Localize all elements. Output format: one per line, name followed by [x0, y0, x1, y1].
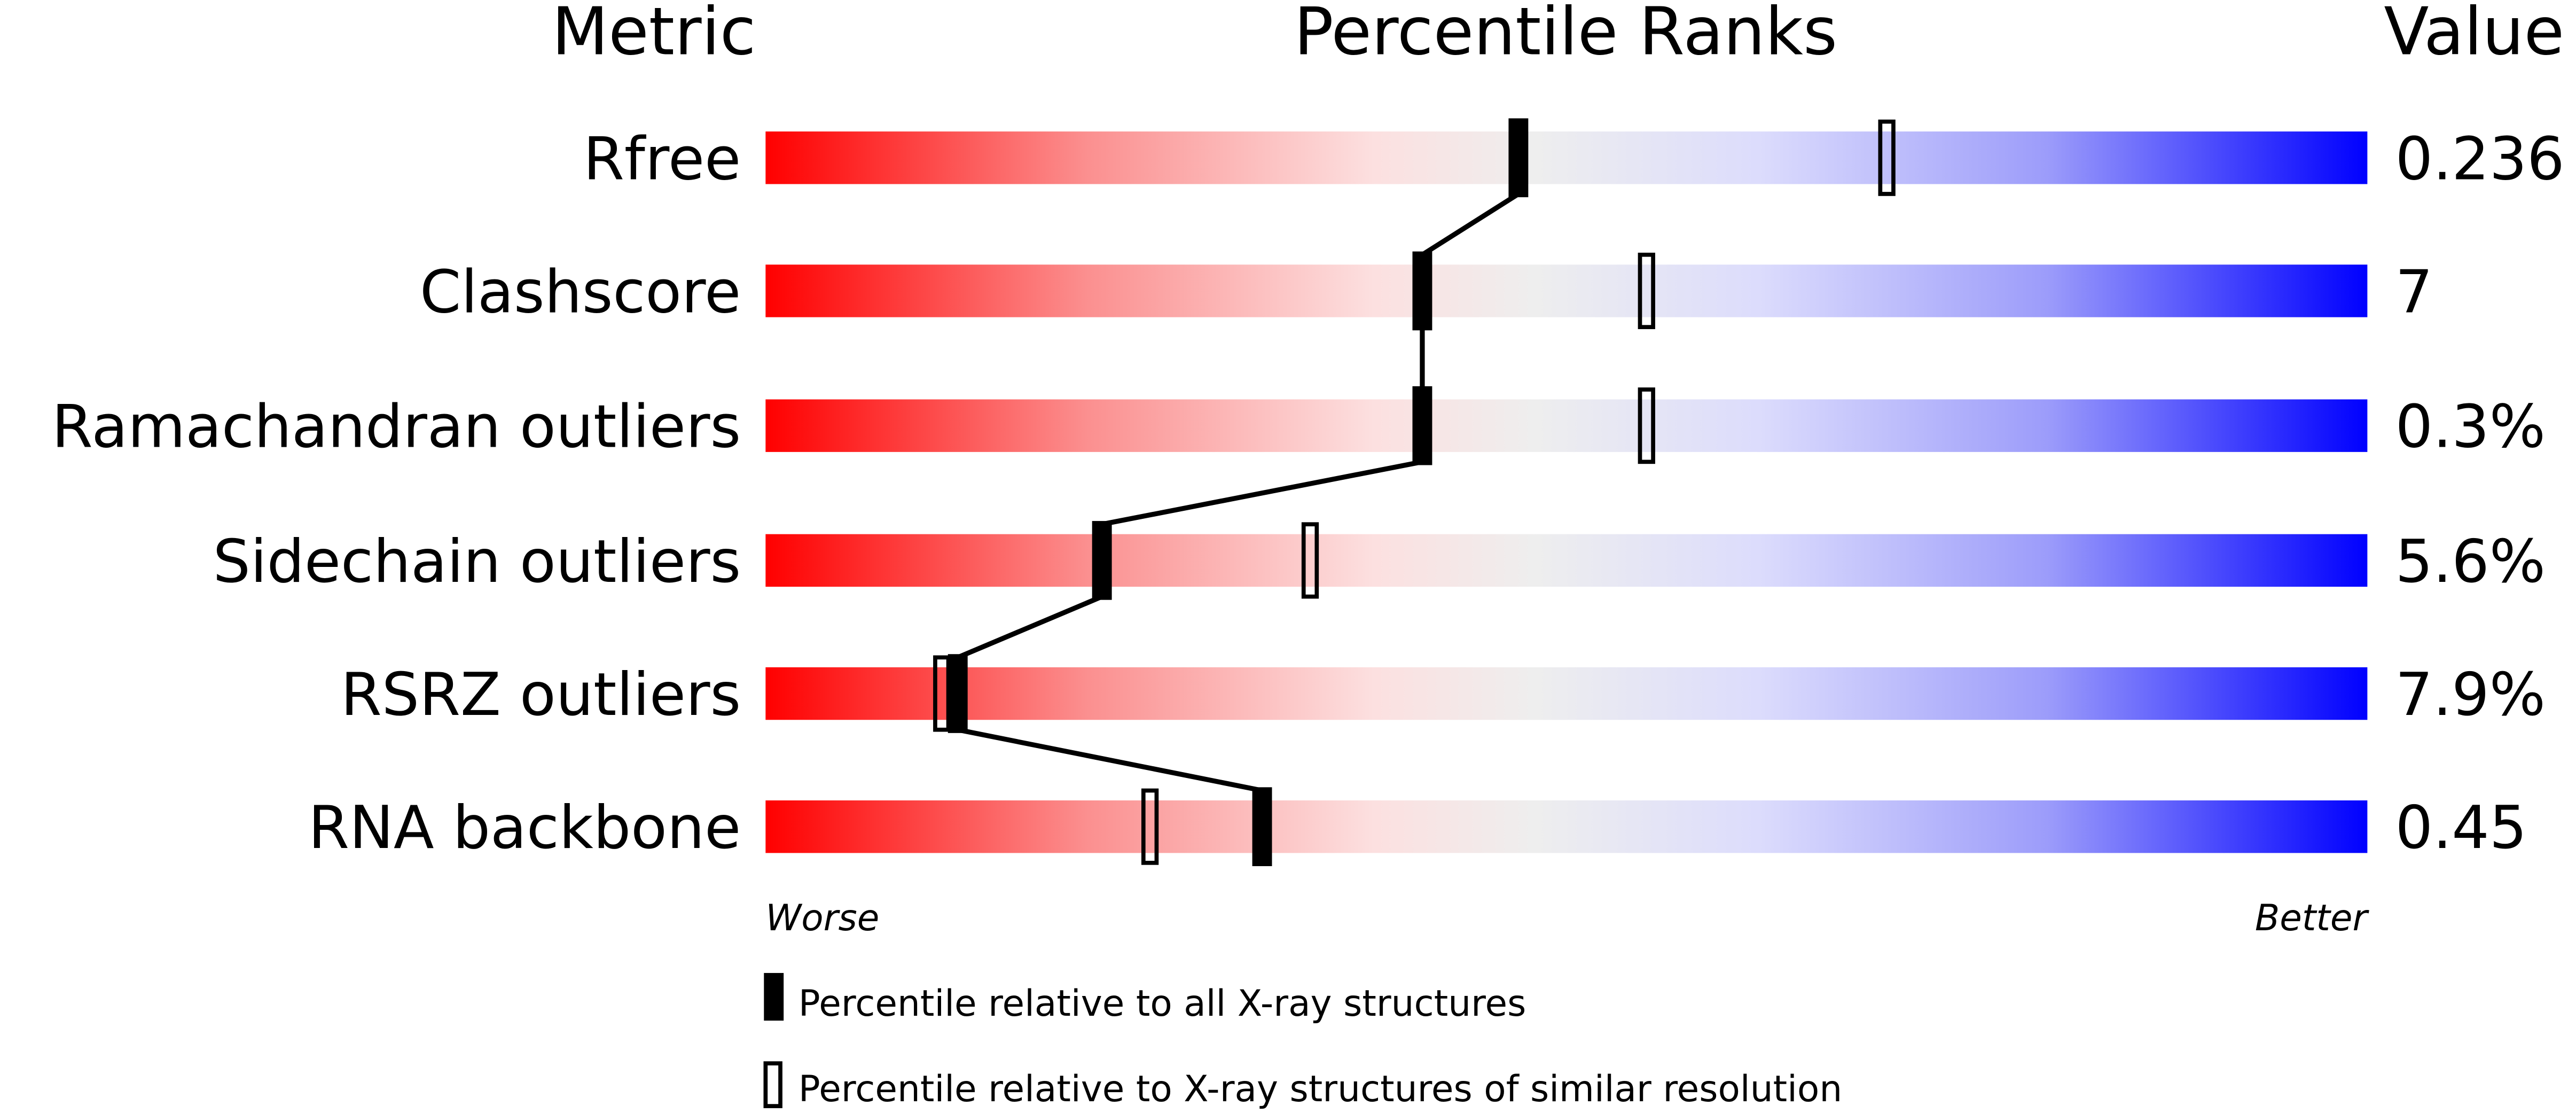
- legend-similar-label: Percentile relative to X-ray structures …: [798, 1068, 1842, 1110]
- value-label: 0.236: [2395, 124, 2565, 193]
- percentile-bar: [765, 534, 2368, 587]
- metric-label: Ramachandran outliers: [52, 393, 741, 462]
- metric-label: Clashscore: [420, 258, 741, 326]
- all-structures-marker: [1092, 521, 1112, 600]
- connector-line: [1421, 192, 1520, 257]
- metric-label: Sidechain outliers: [213, 527, 741, 596]
- worse-label: Worse: [765, 897, 879, 939]
- percentile-bar: [765, 264, 2368, 317]
- connector-line: [1101, 459, 1423, 527]
- metric-label: Rfree: [583, 124, 741, 193]
- legend-similar-marker: [763, 1061, 782, 1108]
- metric-header: Metric: [552, 0, 756, 71]
- similar-resolution-marker: [1301, 522, 1319, 599]
- percentile-bar: [765, 131, 2368, 184]
- all-structures-marker: [1412, 251, 1432, 331]
- similar-resolution-marker: [1141, 788, 1159, 865]
- metric-label: RSRZ outliers: [341, 660, 741, 729]
- connector-line: [957, 594, 1103, 660]
- value-label: 7: [2395, 258, 2433, 326]
- metric-label: RNA backbone: [308, 793, 741, 862]
- percentile-bar: [765, 667, 2368, 720]
- similar-resolution-marker: [1638, 387, 1655, 464]
- value-label: 7.9%: [2395, 660, 2546, 729]
- percentile-ranks-header: Percentile Ranks: [1294, 0, 1837, 71]
- percentile-bar: [765, 800, 2368, 853]
- all-structures-marker: [1508, 118, 1529, 198]
- similar-resolution-marker: [1638, 252, 1655, 329]
- connector-line: [957, 727, 1263, 793]
- value-label: 5.6%: [2395, 527, 2546, 596]
- similar-resolution-marker: [1878, 119, 1896, 196]
- percentile-bar: [765, 399, 2368, 452]
- better-label: Better: [2255, 897, 2370, 939]
- all-structures-marker: [1412, 386, 1432, 465]
- value-label: 0.45: [2395, 793, 2527, 862]
- legend-all-marker: [764, 972, 784, 1021]
- legend-all-label: Percentile relative to all X-ray structu…: [798, 982, 1526, 1024]
- value-label: 0.3%: [2395, 393, 2546, 462]
- all-structures-marker: [948, 654, 968, 733]
- all-structures-marker: [1252, 787, 1272, 866]
- value-header: Value: [2384, 0, 2564, 71]
